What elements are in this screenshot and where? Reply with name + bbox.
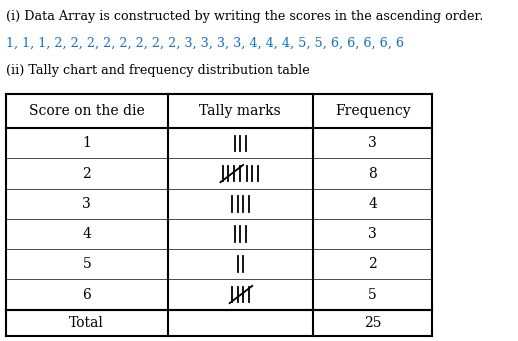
Text: 1, 1, 1, 2, 2, 2, 2, 2, 2, 2, 2, 3, 3, 3, 3, 4, 4, 4, 5, 5, 6, 6, 6, 6, 6: 1, 1, 1, 2, 2, 2, 2, 2, 2, 2, 2, 3, 3, 3… bbox=[6, 37, 404, 50]
Text: 2: 2 bbox=[368, 257, 377, 271]
Text: (i) Data Array is constructed by writing the scores in the ascending order.: (i) Data Array is constructed by writing… bbox=[6, 10, 483, 23]
Text: 3: 3 bbox=[368, 136, 377, 150]
Text: 6: 6 bbox=[82, 287, 91, 301]
Text: (ii) Tally chart and frequency distribution table: (ii) Tally chart and frequency distribut… bbox=[6, 64, 309, 77]
Text: 25: 25 bbox=[364, 316, 381, 330]
Text: 5: 5 bbox=[368, 287, 377, 301]
Text: 4: 4 bbox=[368, 197, 377, 211]
Text: 5: 5 bbox=[82, 257, 91, 271]
Text: Score on the die: Score on the die bbox=[29, 104, 145, 118]
Text: 3: 3 bbox=[368, 227, 377, 241]
Text: Tally marks: Tally marks bbox=[199, 104, 281, 118]
Text: Total: Total bbox=[69, 316, 104, 330]
Text: Frequency: Frequency bbox=[335, 104, 410, 118]
Text: 1: 1 bbox=[82, 136, 91, 150]
Text: 2: 2 bbox=[82, 167, 91, 181]
Text: 8: 8 bbox=[368, 167, 377, 181]
Text: 3: 3 bbox=[82, 197, 91, 211]
Text: 4: 4 bbox=[82, 227, 91, 241]
